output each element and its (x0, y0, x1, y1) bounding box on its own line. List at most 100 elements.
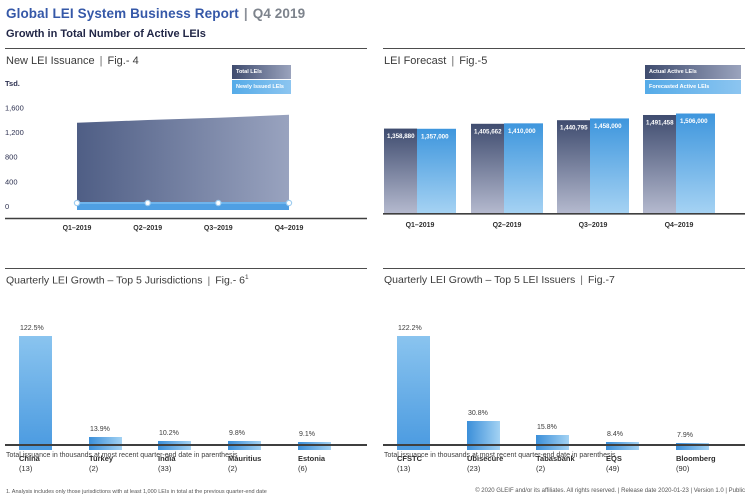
report-period: Q4 2019 (252, 6, 306, 21)
fig6-note: Total issuance in thousands at most rece… (6, 452, 238, 459)
fig5-legend: Actual Active LEIs Forecasted Active LEI… (645, 65, 741, 95)
fig4-y-tick: 1,600 (5, 104, 24, 113)
category-name-label: CFSTC (397, 454, 422, 463)
fig5-x-tick: Q3–2019 (579, 222, 608, 229)
forecast-value-label: 1,458,000 (594, 123, 622, 130)
category-name-label: Turkey (89, 454, 114, 463)
growth-bar (536, 435, 569, 450)
growth-percent-label: 122.5% (20, 325, 44, 332)
legend-item-actual-active-leis: Actual Active LEIs (645, 65, 741, 79)
legend-item-forecasted-active-leis: Forecasted Active LEIs (645, 80, 741, 94)
fig7-title: Quarterly LEI Growth – Top 5 LEI Issuers… (384, 274, 615, 286)
jurisdictions-bar-chart: 122.5% China (13) 13.9% Turkey (2) 10.2% India(… (5, 299, 367, 473)
fig4-x-tick: Q3–2019 (204, 225, 233, 232)
fig4-x-tick: Q1–2019 (63, 225, 92, 232)
fig4-title: New LEI Issuance | Fig.- 4 (6, 55, 139, 67)
panel-lei-forecast: LEI Forecast | Fig.-5 Actual Active LEIs F… (383, 48, 745, 260)
footer-footnote: 1. Analysis includes only those jurisdic… (6, 489, 267, 495)
panel-new-lei-issuance: New LEI Issuance | Fig.- 4 Total LEIs Newl… (5, 48, 367, 260)
forecast-value-label: 1,357,000 (421, 133, 449, 140)
data-point-marker (73, 199, 81, 207)
category-name-label: Ubisecure (467, 454, 504, 463)
issuers-bar-chart: 122.2% CFSTC (13) 30.8% Ubisecure (23) 15.8% Ta… (383, 299, 745, 473)
actual-bar (643, 114, 676, 213)
category-count-label: (33) (158, 464, 172, 473)
category-name-label: Bloomberg (676, 454, 716, 463)
actual-value-label: 1,405,662 (474, 128, 502, 135)
title-separator: | (243, 6, 248, 21)
growth-percent-label: 8.4% (607, 431, 623, 438)
fig7-title-pipe: | (580, 274, 583, 286)
fig7-note: Total issuance in thousands at most rece… (384, 452, 616, 459)
actual-bar (384, 128, 417, 213)
fig5-fig-label: Fig.-5 (459, 55, 488, 67)
page-title: Global LEI System Business Report | Q4 201… (6, 6, 305, 21)
fig4-legend: Total LEIs Newly Issued LEIs (232, 65, 291, 95)
category-name-label: India (158, 454, 176, 463)
fig5-x-tick: Q1–2019 (406, 222, 435, 229)
growth-bar (19, 336, 52, 450)
growth-bar (676, 443, 709, 450)
fig6-fig-label: Fig.- 6 (215, 274, 245, 287)
fig5-title-text: LEI Forecast (384, 55, 447, 67)
fig6-title-pipe: | (207, 274, 211, 287)
fig5-bar-chart: 1,358,880 1,357,000 Q1–2019 1,405,662 1,410,… (383, 76, 745, 243)
fig5-svg: 1,358,880 1,357,000 Q1–2019 1,405,662 1,410,… (383, 113, 745, 229)
page-title-text: Global LEI System Business Report (6, 6, 239, 21)
category-count-label: (2) (89, 464, 99, 473)
category-count-label: (6) (298, 464, 308, 473)
category-count-label: (23) (467, 464, 481, 473)
actual-value-label: 1,491,458 (646, 119, 674, 126)
actual-bar (557, 120, 590, 213)
forecast-bar (417, 128, 456, 213)
fig4-area-chart: Tsd. 1,600 1,200 800 400 0 Q1–2019 Q2–2019 Q3–20… (5, 76, 367, 243)
category-name-label: Estonia (298, 454, 326, 463)
category-count-label: (13) (397, 464, 411, 473)
category-count-label: (90) (676, 464, 690, 473)
fig4-y-tick: 400 (5, 177, 18, 186)
fig5-x-tick: Q4–2019 (665, 222, 694, 229)
legend-item-newly-issued-leis: Newly Issued LEIs (232, 80, 291, 94)
fig5-x-tick: Q2–2019 (493, 222, 522, 229)
page-subtitle: Growth in Total Number of Active LEIs (6, 28, 206, 40)
fig4-x-tick: Q4–2019 (275, 225, 304, 232)
growth-percent-label: 13.9% (90, 426, 110, 433)
growth-percent-label: 9.8% (229, 430, 245, 437)
fig7-fig-label: Fig.-7 (587, 274, 615, 286)
forecast-value-label: 1,410,000 (508, 128, 536, 135)
growth-percent-label: 9.1% (299, 431, 315, 438)
fig5-title: LEI Forecast | Fig.-5 (384, 55, 487, 67)
fig4-svg: Tsd. 1,600 1,200 800 400 0 Q1–2019 Q2–2019 Q3–20… (5, 79, 367, 232)
category-count-label: (2) (228, 464, 238, 473)
data-point-marker (144, 199, 151, 207)
fig6-title: Quarterly LEI Growth – Top 5 Jurisdictio… (6, 274, 249, 287)
report-header: Global LEI System Business Report | Q4 201… (6, 6, 305, 40)
growth-bar (397, 336, 430, 450)
panel-top5-lei-issuers: Quarterly LEI Growth – Top 5 LEI Issuers… (383, 268, 745, 473)
fig5-title-pipe: | (451, 55, 455, 67)
panel-top5-jurisdictions: Quarterly LEI Growth – Top 5 Jurisdictio… (5, 268, 367, 473)
category-name-label: Mauritius (228, 454, 262, 463)
newly-issued-band (77, 203, 289, 210)
forecast-bar (590, 118, 629, 213)
legend-item-total-leis: Total LEIs (232, 65, 291, 79)
fig4-y-tick: 800 (5, 153, 18, 162)
fig4-title-pipe: | (99, 55, 103, 67)
forecast-bar (504, 123, 543, 213)
actual-bar (471, 123, 504, 213)
total-leis-area (77, 114, 289, 207)
fig7-title-text: Quarterly LEI Growth – Top 5 LEI Issuers (384, 274, 576, 286)
growth-percent-label: 10.2% (159, 430, 179, 437)
category-name-label: EQS (606, 454, 622, 463)
fig4-title-text: New LEI Issuance (6, 55, 95, 67)
fig7-bottom-rule (383, 444, 745, 446)
growth-bar (606, 442, 639, 450)
forecast-bar (676, 113, 715, 213)
growth-percent-label: 15.8% (537, 424, 557, 431)
fig4-unit-label: Tsd. (5, 79, 20, 88)
growth-bar (89, 437, 122, 450)
actual-value-label: 1,440,795 (560, 125, 588, 132)
growth-percent-label: 30.8% (468, 410, 488, 417)
fig6-title-text: Quarterly LEI Growth – Top 5 Jurisdictio… (6, 274, 203, 287)
